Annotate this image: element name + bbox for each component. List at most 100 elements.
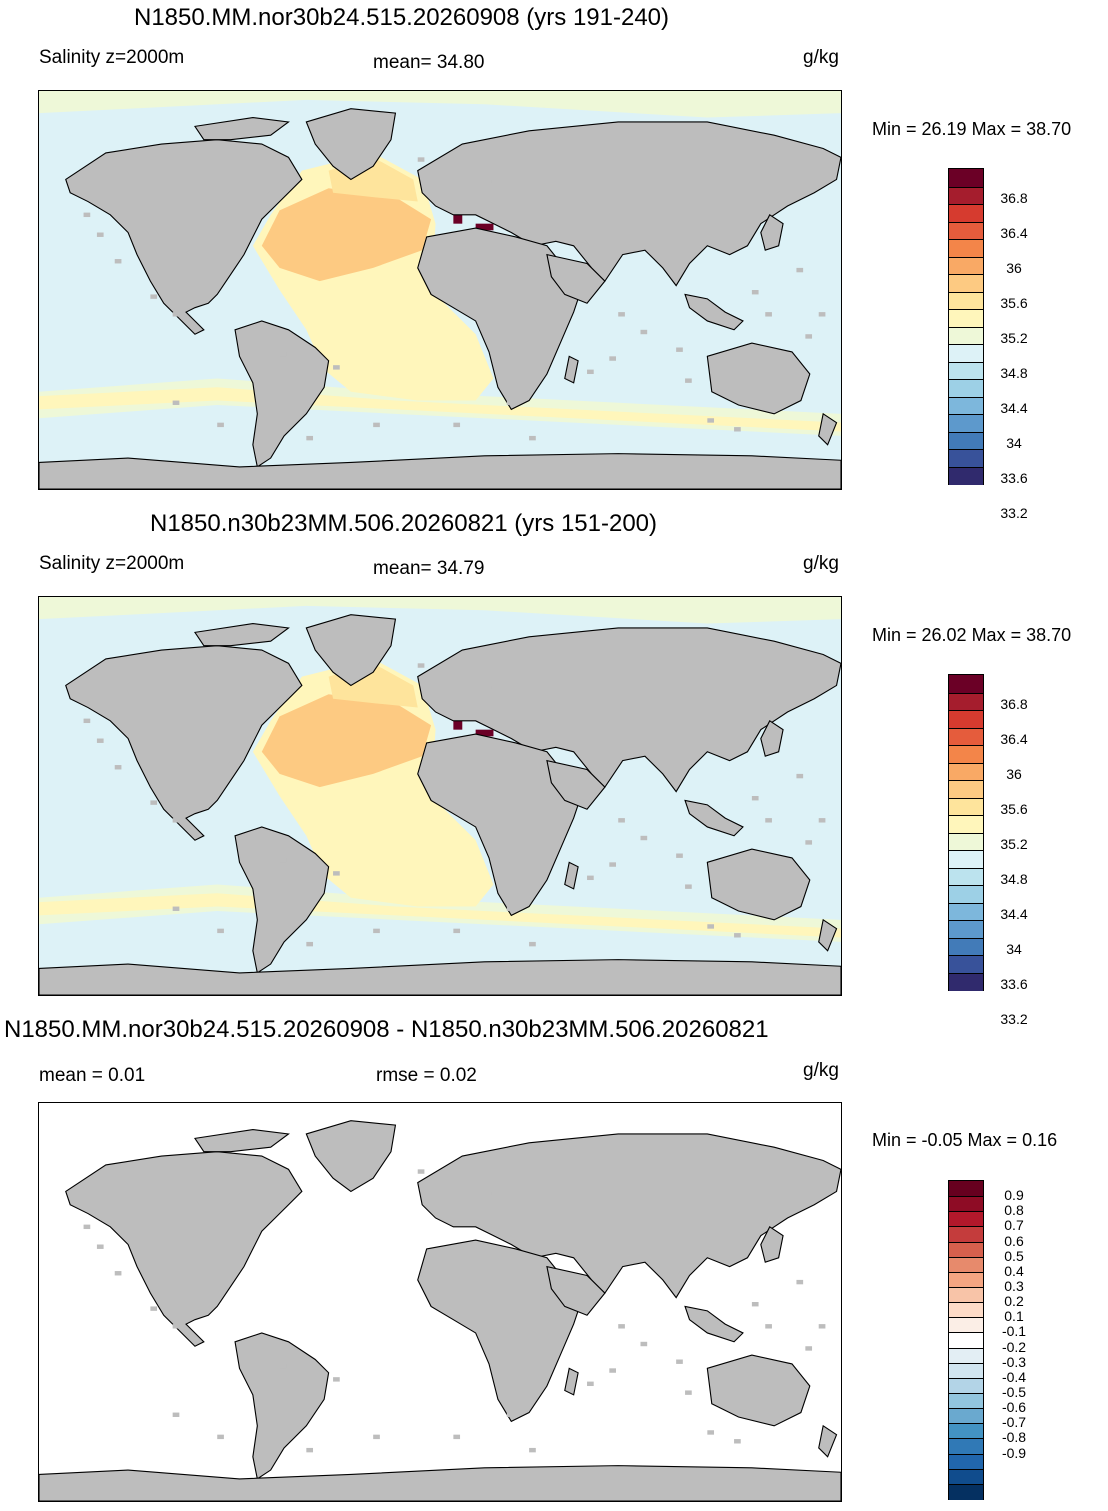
land-newzealand: [818, 918, 838, 952]
colorbar-segment: [949, 815, 983, 834]
colorbar-segment: [949, 414, 983, 433]
colorbar-segment: [949, 379, 983, 398]
land-indonesia: [684, 799, 744, 837]
colorbar-segment: [949, 1196, 983, 1213]
shelf-cell: [685, 1390, 692, 1395]
colorbar-segment: [949, 221, 983, 240]
shelf-cell: [734, 933, 741, 938]
colorbar-segment: [949, 1377, 983, 1394]
shelf-cell: [484, 179, 492, 184]
colorbar-tick-label: 33.6: [1000, 976, 1028, 992]
colorbar-segment: [949, 1438, 983, 1455]
colorbar-segment: [949, 1181, 983, 1198]
shelf-cell: [96, 1244, 104, 1249]
shelf-cell: [172, 1412, 180, 1417]
colorbar-segment: [949, 431, 983, 450]
land-eurasia: [417, 1133, 841, 1299]
colorbar-tick-label: 0.3: [1004, 1278, 1024, 1294]
colorbar-segment: [949, 1393, 983, 1410]
shelf-cell: [805, 840, 813, 845]
shelf-cell: [453, 422, 461, 428]
shelf-cell: [114, 259, 122, 264]
land-madagascar: [564, 861, 579, 890]
colorbar-segment: [949, 1241, 983, 1258]
field-label: Salinity z=2000m: [39, 47, 185, 68]
southern-band-yellow: [39, 893, 841, 938]
southern-band-yellow: [39, 387, 841, 432]
colorbar-tick-label: 0.1: [1004, 1308, 1024, 1325]
shelf-cell: [676, 1359, 683, 1364]
shelf-cell: [640, 329, 648, 335]
colorbar-segment: [949, 1468, 983, 1485]
arctic-band: [39, 91, 841, 118]
land-north-america: [65, 1151, 303, 1347]
colorbar-segment: [949, 291, 983, 310]
colorbar-tick-label: -0.5: [1001, 1384, 1027, 1400]
land-antarctica: [39, 959, 841, 995]
colorbar-segment: [949, 1317, 983, 1334]
shelf-cell: [796, 267, 804, 273]
colorbar-segment: [949, 239, 983, 258]
land-africa: [417, 1239, 584, 1423]
land-australia: [706, 848, 811, 921]
colorbar-segment: [949, 1423, 983, 1440]
land-australia: [706, 1354, 811, 1427]
shelf-cell: [83, 212, 91, 218]
mediterranean-patch: [453, 720, 463, 730]
land-eurasia: [417, 627, 841, 793]
colorbar-tick-label: 34.4: [1000, 400, 1028, 416]
colorbar-segment: [949, 1483, 983, 1500]
land-africa: [417, 733, 584, 917]
shelf-cell: [306, 941, 314, 947]
mean-label: mean= 34.80: [373, 52, 485, 73]
shelf-cell: [529, 941, 536, 947]
shelf-cell: [114, 765, 122, 770]
colorbar-tick-label: 35.2: [1000, 836, 1028, 852]
colorbar-segment: [949, 186, 983, 205]
north-atlantic-core: [261, 694, 432, 788]
colorbar-segment: [949, 1453, 983, 1470]
shelf-cell: [685, 884, 692, 889]
shelf-cell: [373, 422, 380, 428]
shelf-cell: [818, 312, 826, 317]
colorbar-segment: [949, 710, 983, 729]
min-max-label: Min = 26.02 Max = 38.70: [872, 625, 1072, 645]
shelf-cell: [805, 334, 813, 339]
colorbar-segment: [949, 396, 983, 415]
colorbar-tick-label: 33.2: [1000, 505, 1028, 521]
shelf-cell: [417, 157, 425, 162]
colorbar-segment: [949, 902, 983, 921]
shelf-cell: [618, 312, 625, 317]
map-svg: [39, 1103, 841, 1501]
colorbar-segment: [949, 204, 983, 223]
colorbar-segment: [949, 1256, 983, 1273]
shelf-cell: [707, 924, 715, 929]
land-arabia: [546, 759, 606, 810]
shelf-cell: [484, 685, 492, 690]
colorbar-tick-label: 0.2: [1004, 1293, 1024, 1310]
land-arctic-islands: [193, 116, 290, 141]
mean-label: mean= 34.79: [373, 558, 485, 579]
units-label: g/kg: [803, 47, 839, 68]
colorbar-segment: [949, 1211, 983, 1228]
colorbar-segment: [949, 745, 983, 764]
colorbar-segment: [949, 1287, 983, 1304]
colorbar-tick-label: 0.7: [1004, 1217, 1024, 1234]
colorbar-segment: [949, 675, 983, 694]
shelf-cell: [618, 818, 625, 823]
field-label: Salinity z=2000m: [39, 553, 185, 574]
shelf-cell: [587, 1381, 594, 1387]
colorbar-tick-label: -0.3: [1001, 1353, 1027, 1370]
shelf-cell: [417, 1169, 425, 1174]
shelf-cell: [150, 294, 158, 299]
shelf-cell: [217, 1434, 224, 1440]
colorbar-segment: [949, 955, 983, 974]
land-indonesia: [684, 293, 744, 331]
shelf-cell: [217, 422, 224, 428]
colorbar-tick-label: 35.6: [1000, 295, 1028, 311]
colorbar-segment: [949, 344, 983, 363]
colorbar-tick-label: -0.8: [1001, 1429, 1027, 1446]
colorbar-segment: [949, 309, 983, 328]
shelf-cell: [529, 1447, 536, 1453]
colorbar-segment: [949, 972, 983, 991]
